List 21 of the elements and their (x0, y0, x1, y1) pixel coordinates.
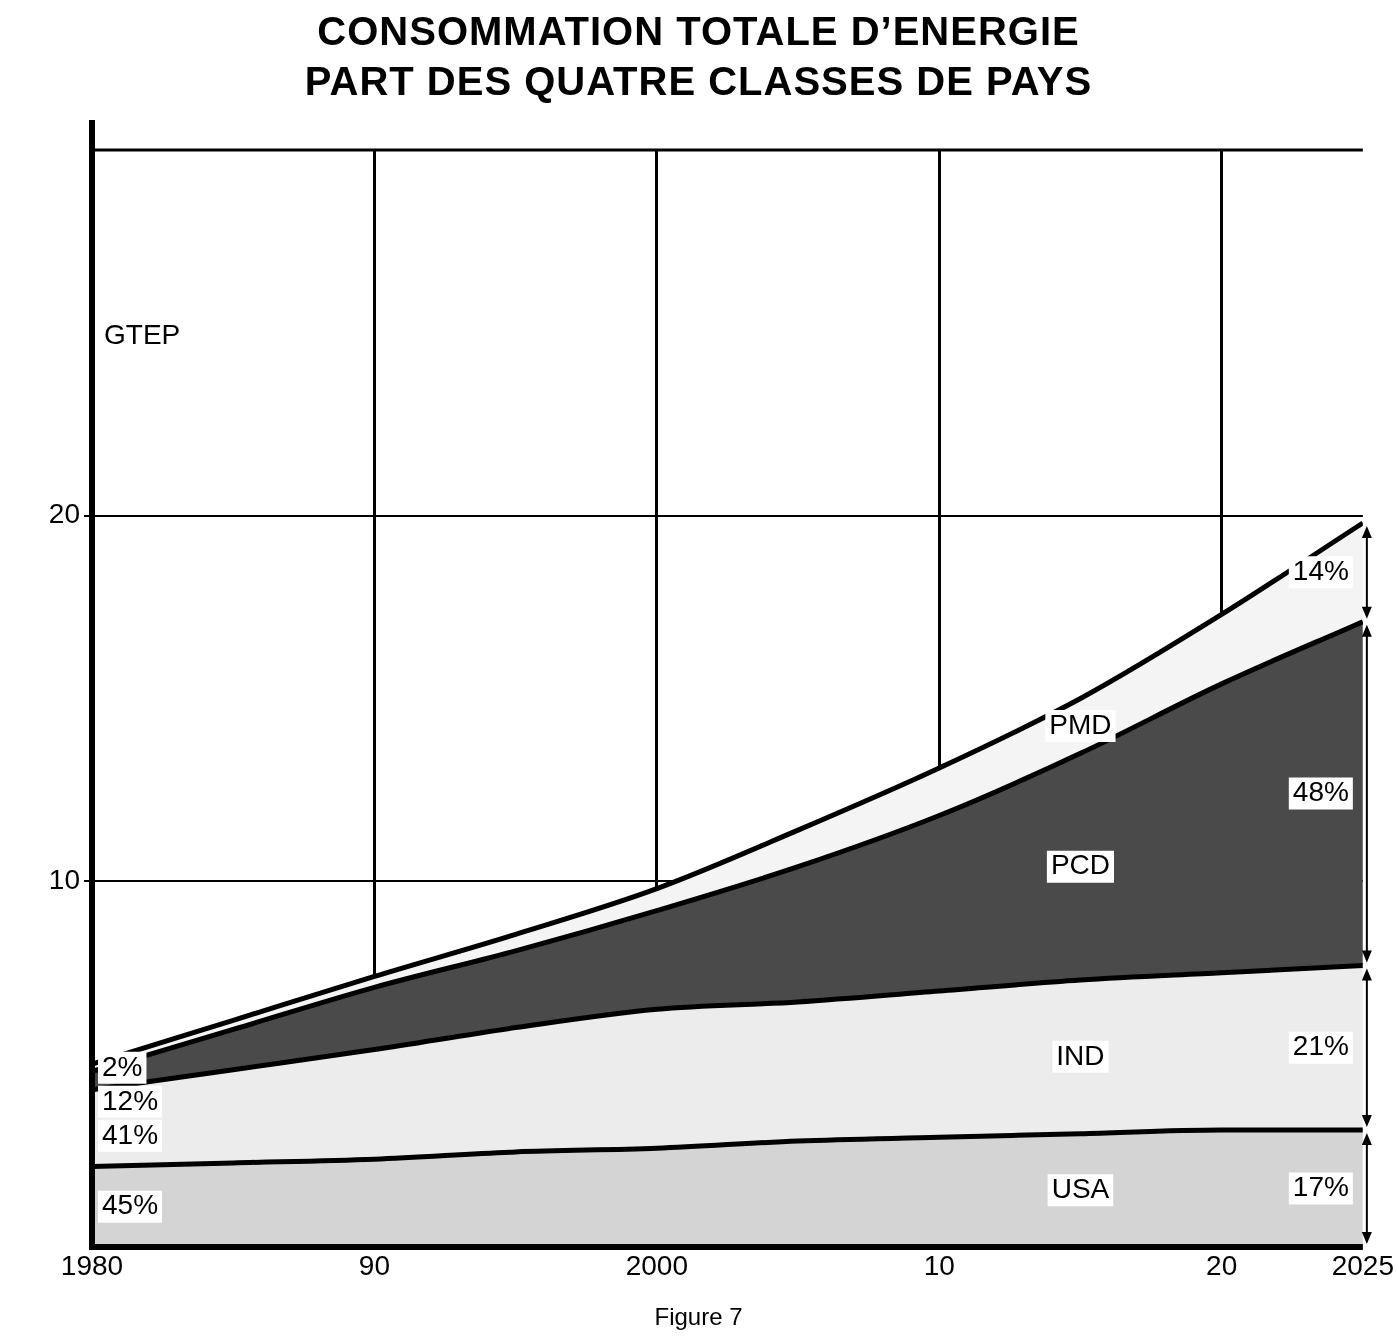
x-tick-label: 1980 (60, 1249, 124, 1281)
annotation: 17% (1292, 1171, 1349, 1203)
annotation: 14% (1292, 555, 1349, 587)
annotation: 12% (102, 1084, 159, 1116)
annotation: 41% (102, 1118, 159, 1150)
series-label: PMD (1049, 708, 1112, 740)
x-tick-label: 20 (1206, 1249, 1238, 1281)
x-tick-label: 2000 (625, 1249, 688, 1281)
chart-title: CONSOMMATION TOTALE D’ENERGIE PART DES QUATRE CLASSES DE PAYS (303, 8, 1094, 105)
series-label: USA (1051, 1173, 1110, 1205)
series-label: IND (1056, 1039, 1105, 1071)
series-label: PCD (1050, 849, 1111, 881)
x-tick-label: 2025 (1331, 1249, 1394, 1281)
caption: Figure 7 (653, 1303, 744, 1331)
x-tick-label: 90 (358, 1249, 390, 1281)
annotation: 21% (1292, 1030, 1349, 1062)
annotation: 2% (102, 1050, 143, 1082)
annotation: 48% (1292, 776, 1349, 808)
y-axis-title: GTEP (104, 319, 181, 351)
x-tick-label: 10 (923, 1249, 955, 1281)
annotation: 45% (102, 1189, 159, 1221)
